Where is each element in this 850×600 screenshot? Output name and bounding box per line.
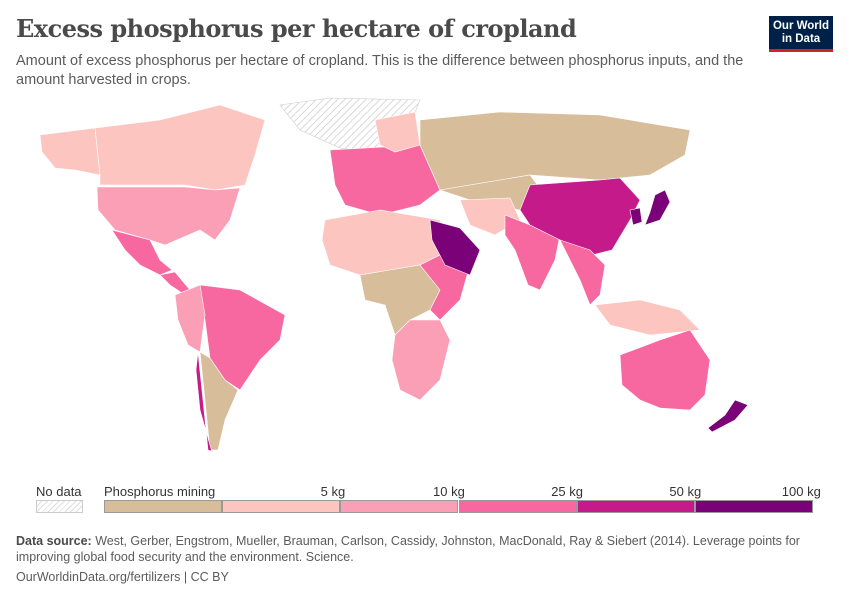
legend-bin-label: 5 kg (320, 484, 346, 499)
country-australia[interactable] (619, 329, 711, 411)
legend-bin-swatch[interactable] (576, 500, 695, 513)
country-southeast-asia[interactable] (559, 239, 606, 306)
country-china[interactable] (519, 177, 641, 259)
country-usa[interactable] (96, 186, 241, 246)
source-url[interactable]: OurWorldinData.org/fertilizers | CC BY (16, 570, 229, 584)
country-brazil[interactable] (199, 284, 286, 391)
chart-title: Excess phosphorus per hectare of croplan… (16, 14, 577, 43)
country-mexico[interactable] (111, 229, 173, 276)
legend-bin-label: Phosphorus mining (104, 484, 216, 499)
source-text: West, Gerber, Engstrom, Mueller, Brauman… (16, 534, 800, 564)
source-label: Data source: (16, 534, 92, 548)
legend-no-data-swatch (36, 500, 83, 513)
owid-logo[interactable]: Our World in Data (769, 16, 833, 52)
country-alaska[interactable] (39, 127, 101, 176)
chart-subtitle: Amount of excess phosphorus per hectare … (16, 53, 744, 88)
legend-bin-label: 10 kg (433, 484, 465, 499)
country-chile[interactable] (195, 351, 233, 459)
country-indonesia[interactable] (594, 299, 701, 336)
country-canada[interactable] (94, 104, 266, 191)
country-saudi-arabia[interactable] (429, 219, 481, 276)
country-scandinavia[interactable] (374, 111, 421, 153)
legend-bin-swatch[interactable] (458, 500, 577, 513)
world-map[interactable] (0, 90, 850, 475)
country-southern-africa[interactable] (391, 319, 451, 401)
country-andes[interactable] (174, 284, 206, 353)
data-source: Data source: West, Gerber, Engstrom, Mue… (16, 533, 816, 565)
country-japan[interactable] (644, 189, 671, 226)
legend-bin-swatch[interactable] (104, 500, 223, 513)
country-new-zealand[interactable] (707, 399, 749, 433)
legend-bin-label: 100 kg (781, 484, 821, 499)
legend-no-data-label: No data (36, 484, 82, 499)
legend-bin-label: 50 kg (669, 484, 702, 499)
country-europe[interactable] (329, 144, 441, 216)
country-south-korea[interactable] (629, 207, 643, 226)
legend-bin-swatch[interactable] (222, 500, 341, 513)
country-russia[interactable] (419, 111, 691, 191)
country-argentina[interactable] (199, 351, 239, 451)
legend-bin-swatch[interactable] (340, 500, 459, 513)
legend-bin-swatch[interactable] (694, 500, 813, 513)
legend-bin-label: 25 kg (551, 484, 584, 499)
